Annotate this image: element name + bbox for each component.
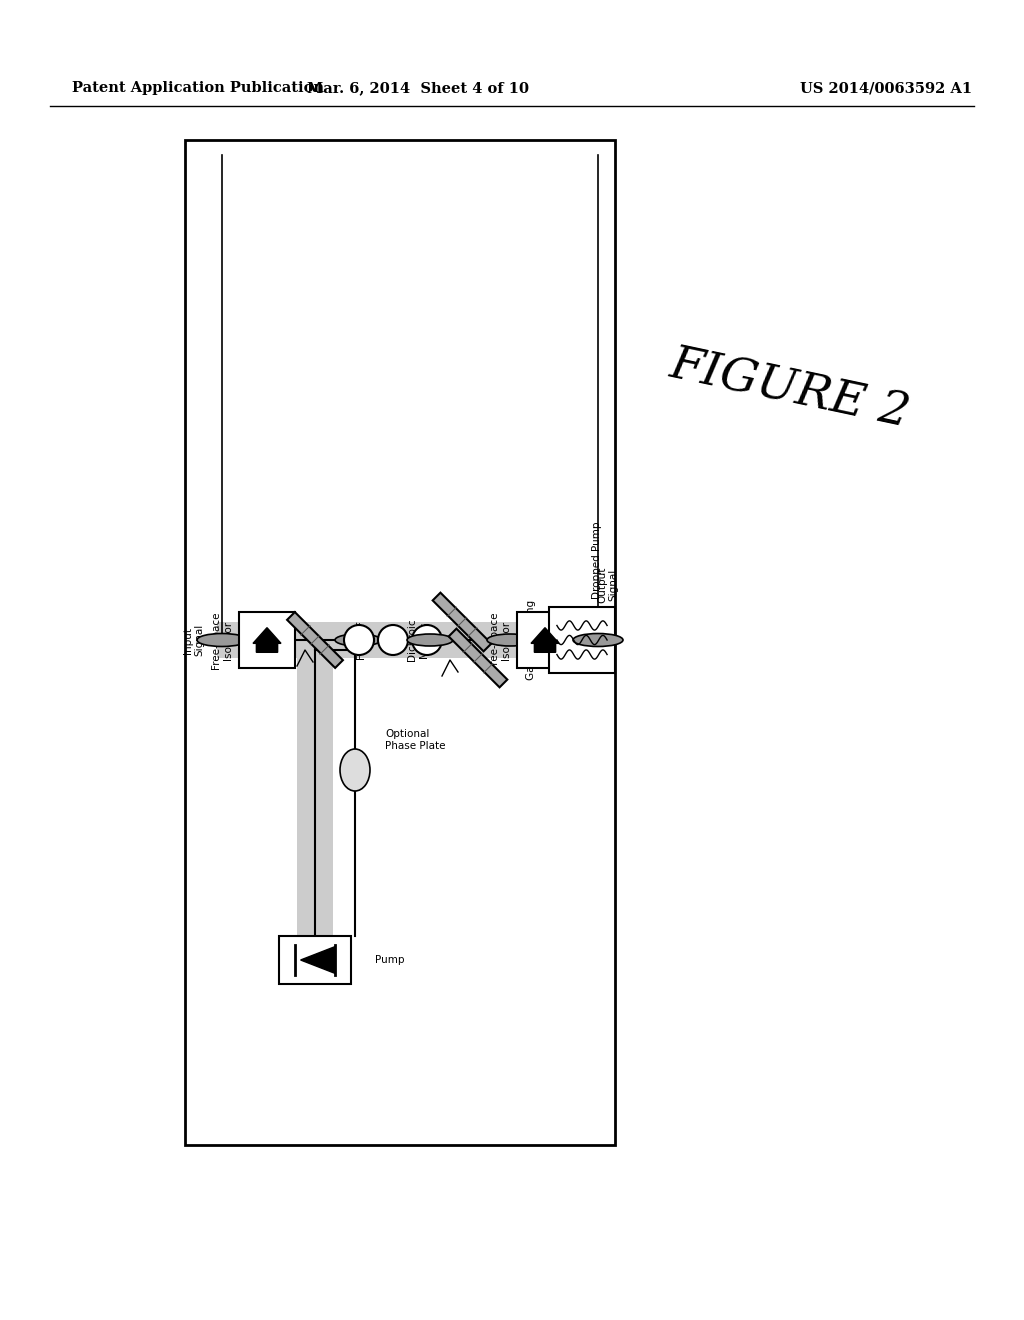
Ellipse shape xyxy=(197,634,247,647)
Bar xyxy=(279,936,351,983)
Text: Dichroic
Mirrors: Dichroic Mirrors xyxy=(408,619,429,661)
Ellipse shape xyxy=(573,634,623,647)
Bar xyxy=(185,140,615,1144)
Ellipse shape xyxy=(335,634,381,645)
Text: Pump: Pump xyxy=(375,954,404,965)
Bar xyxy=(239,612,295,668)
FancyArrow shape xyxy=(253,628,281,652)
Bar xyxy=(549,607,615,673)
Ellipse shape xyxy=(407,634,453,645)
Circle shape xyxy=(412,624,442,655)
Text: Free-Space
Isolator: Free-Space Isolator xyxy=(211,611,232,669)
Text: FM-EDF: FM-EDF xyxy=(356,620,366,660)
Text: Optional
Phase Plate: Optional Phase Plate xyxy=(385,729,445,751)
Text: Input
Signal: Input Signal xyxy=(183,624,205,656)
Text: FIGURE 2: FIGURE 2 xyxy=(666,342,914,437)
Circle shape xyxy=(344,624,374,655)
Polygon shape xyxy=(433,593,492,651)
Bar xyxy=(217,622,603,657)
Polygon shape xyxy=(301,946,335,973)
Polygon shape xyxy=(449,628,507,688)
Text: Patent Application Publication: Patent Application Publication xyxy=(72,81,324,95)
Ellipse shape xyxy=(340,748,370,791)
FancyArrow shape xyxy=(531,628,559,652)
Text: Dichroic
Mirror: Dichroic Mirror xyxy=(259,619,281,661)
Circle shape xyxy=(378,624,408,655)
Text: Mar. 6, 2014  Sheet 4 of 10: Mar. 6, 2014 Sheet 4 of 10 xyxy=(307,81,529,95)
Polygon shape xyxy=(287,612,343,668)
Bar xyxy=(517,612,573,668)
Text: Output
Signal: Output Signal xyxy=(597,566,618,603)
Bar xyxy=(480,622,595,657)
Text: Free-Space
Isolator: Free-Space Isolator xyxy=(489,611,511,669)
Text: Dropped Pump: Dropped Pump xyxy=(592,521,602,599)
Text: US 2014/0063592 A1: US 2014/0063592 A1 xyxy=(800,81,972,95)
Bar xyxy=(297,657,333,960)
Ellipse shape xyxy=(487,634,534,645)
Text: Gain Flattening
Filter: Gain Flattening Filter xyxy=(526,599,548,680)
